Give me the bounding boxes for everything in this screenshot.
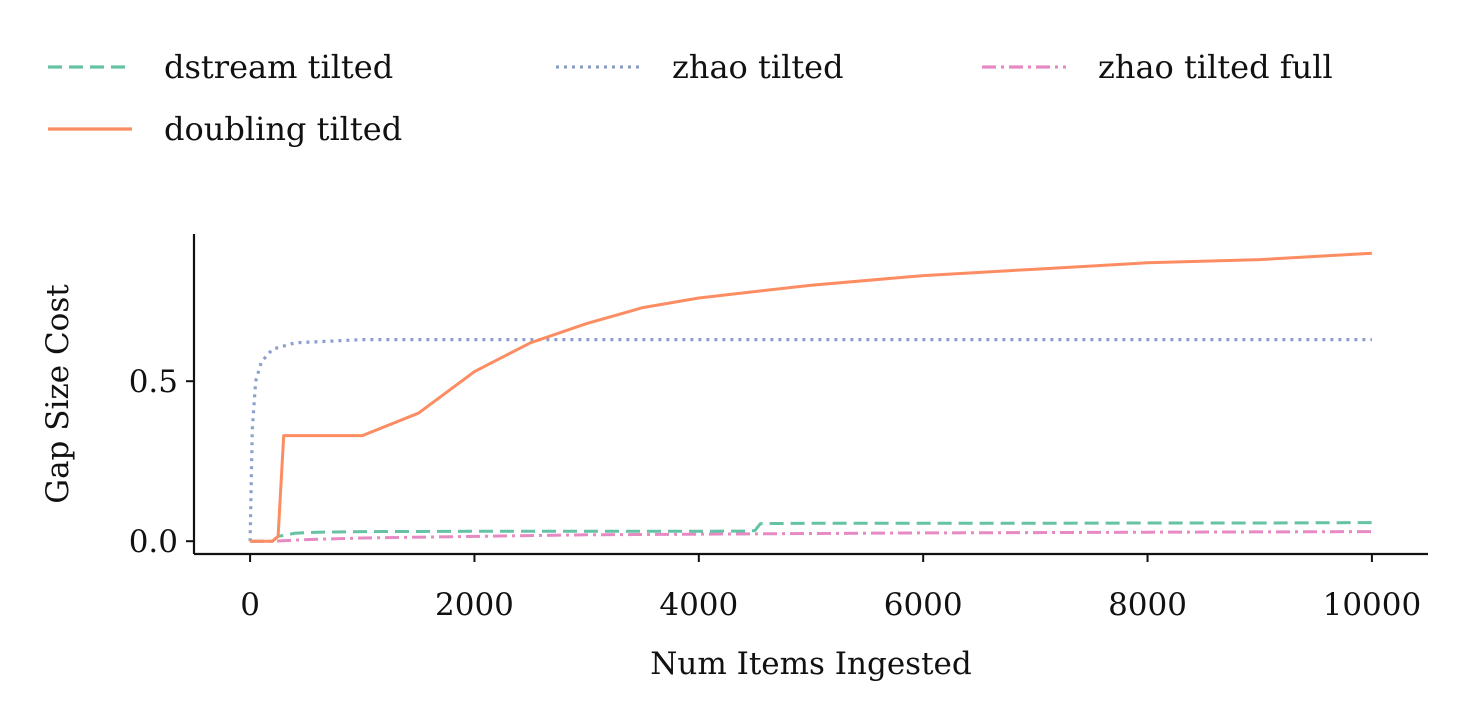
x-axis-label: Num Items Ingested <box>650 646 972 682</box>
x-tick-label: 4000 <box>659 587 738 623</box>
legend-item-zhao-tilted-full: zhao tilted full <box>982 48 1333 86</box>
y-ticks: 0.0 0.5 <box>129 364 194 560</box>
x-tick-label: 2000 <box>435 587 514 623</box>
series-line-dstream-tilted <box>250 521 1372 543</box>
x-tick-label: 10000 <box>1323 587 1422 623</box>
x-tick-label: 6000 <box>884 587 963 623</box>
axes <box>192 234 1428 556</box>
legend-item-dstream-tilted: dstream tilted <box>48 48 393 86</box>
x-ticks: 0 2000 4000 6000 8000 10000 <box>240 554 1421 623</box>
x-tick-label: 0 <box>240 587 260 623</box>
series-line-zhao-tilted <box>248 338 1372 542</box>
series-line-doubling-tilted <box>250 251 1372 543</box>
legend-label: zhao tilted <box>672 48 844 86</box>
y-tick-label: 0.0 <box>129 524 178 560</box>
y-axis-label: Gap Size Cost <box>40 284 76 504</box>
y-tick-label: 0.5 <box>129 364 178 400</box>
plot-area <box>248 251 1372 543</box>
legend: dstream tilted zhao tilted zhao tilted ful… <box>48 48 1333 148</box>
legend-label: zhao tilted full <box>1098 48 1333 86</box>
legend-label: dstream tilted <box>164 48 393 86</box>
legend-label: doubling tilted <box>164 110 402 148</box>
legend-item-doubling-tilted: doubling tilted <box>48 110 402 148</box>
series-line-zhao-tilted-full <box>250 530 1372 543</box>
legend-item-zhao-tilted: zhao tilted <box>556 48 844 86</box>
x-tick-label: 8000 <box>1108 587 1187 623</box>
